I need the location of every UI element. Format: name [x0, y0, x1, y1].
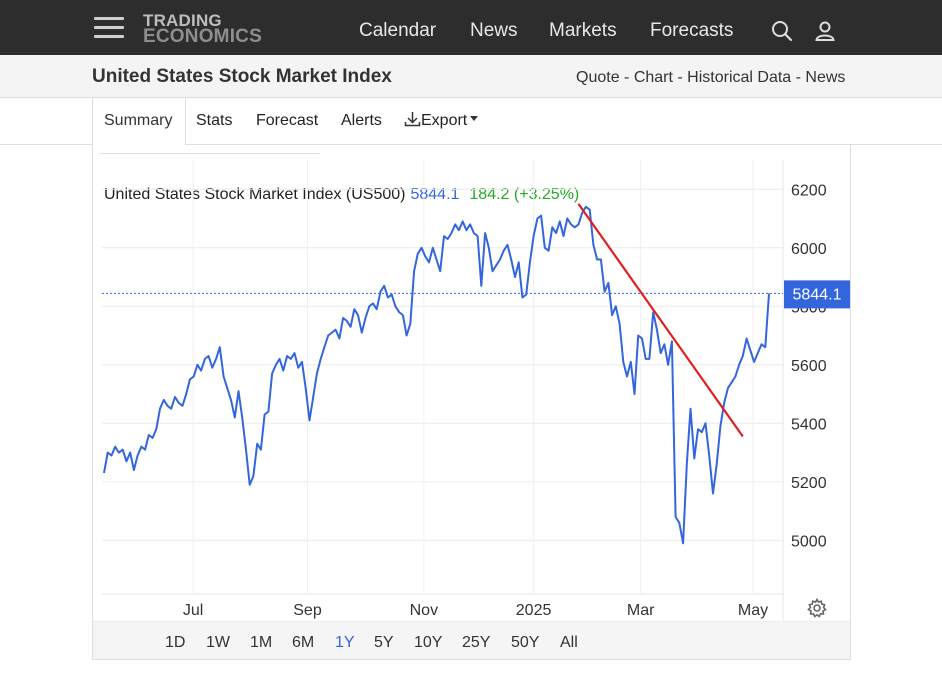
top-navbar [0, 0, 942, 55]
nav-news[interactable]: News [470, 20, 518, 41]
range-1y[interactable]: 1Y [335, 634, 355, 651]
range-1w[interactable]: 1W [206, 634, 230, 651]
nav-calendar[interactable]: Calendar [359, 20, 437, 41]
range-1m[interactable]: 1M [250, 634, 273, 651]
nav-markets[interactable]: Markets [549, 20, 617, 41]
link-news[interactable]: News [805, 69, 846, 86]
range-1d[interactable]: 1D [165, 634, 186, 651]
tab-export[interactable]: Export [404, 98, 479, 145]
range-5y[interactable]: 5Y [374, 634, 394, 651]
user-icon[interactable] [814, 20, 836, 42]
page-title: United States Stock Market Index [92, 66, 392, 87]
chart-container [92, 145, 851, 660]
logo-line1: TRADING [143, 11, 222, 30]
range-10y[interactable]: 10Y [414, 634, 443, 651]
search-icon[interactable] [771, 20, 793, 42]
tab-stats[interactable]: Stats [196, 112, 233, 129]
tab-alerts[interactable]: Alerts [341, 112, 382, 129]
gear-icon[interactable] [807, 598, 827, 618]
search-underline [100, 153, 320, 154]
range-all[interactable]: All [560, 634, 578, 651]
logo[interactable]: TRADING ECONOMICS [143, 11, 262, 47]
link-chart[interactable]: Chart [633, 69, 673, 86]
download-icon [404, 112, 421, 127]
quote-links: Quote - Chart - Historical Data - News [576, 69, 846, 86]
range-6m[interactable]: 6M [292, 634, 315, 651]
link-quote[interactable]: Quote [576, 69, 620, 86]
range-selector-bar [93, 621, 850, 659]
export-label: Export [421, 112, 468, 129]
title-bar [0, 55, 942, 98]
logo-line2: ECONOMICS [143, 26, 262, 47]
range-50y[interactable]: 50Y [511, 634, 540, 651]
caret-down-icon [470, 116, 479, 121]
range-25y[interactable]: 25Y [462, 634, 491, 651]
tab-summary[interactable]: Summary [92, 98, 186, 146]
menu-icon[interactable] [94, 17, 124, 39]
nav-forecasts[interactable]: Forecasts [650, 20, 734, 41]
link-historical-data[interactable]: Historical Data [687, 69, 792, 86]
tab-forecast[interactable]: Forecast [256, 112, 319, 129]
